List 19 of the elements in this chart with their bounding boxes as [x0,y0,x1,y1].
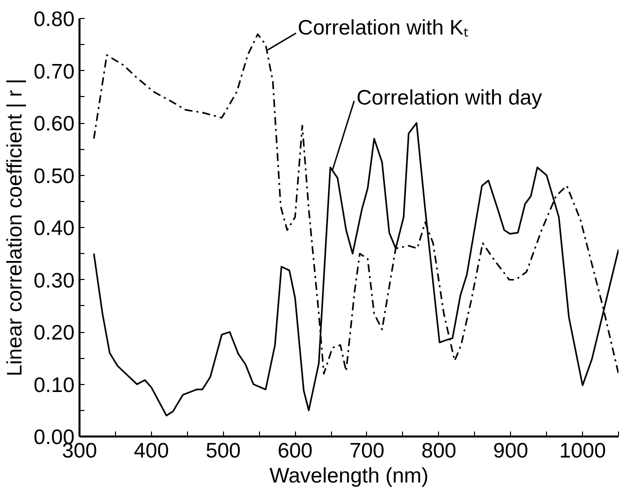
annotation: Correlation with Kₜ [298,16,469,40]
y-tick-label: 0.60 [34,112,75,136]
y-tick-label: 0.70 [34,60,75,84]
y-tick-label: 0.20 [34,322,75,344]
x-tick-label: 600 [278,440,313,462]
y-tick-label: 0.40 [34,217,75,240]
y-axis-title: Linear correlation coefficient | r | [4,78,27,376]
x-tick-label: 900 [493,440,528,462]
x-axis-title: Wavelength (nm) [269,464,429,488]
x-tick-label: 800 [421,440,456,462]
x-tick-label: 700 [349,440,384,462]
y-tick-label: 0.30 [34,269,75,292]
x-tick-label: 500 [206,440,241,462]
x-tick-label: 400 [134,440,169,462]
y-tick-label: 0.10 [34,374,75,397]
annotation: Correlation with day [356,86,543,110]
x-tick-label: 1000 [559,440,606,462]
y-tick-label: 0.50 [34,164,75,188]
y-tick-label: 0.80 [34,8,75,31]
